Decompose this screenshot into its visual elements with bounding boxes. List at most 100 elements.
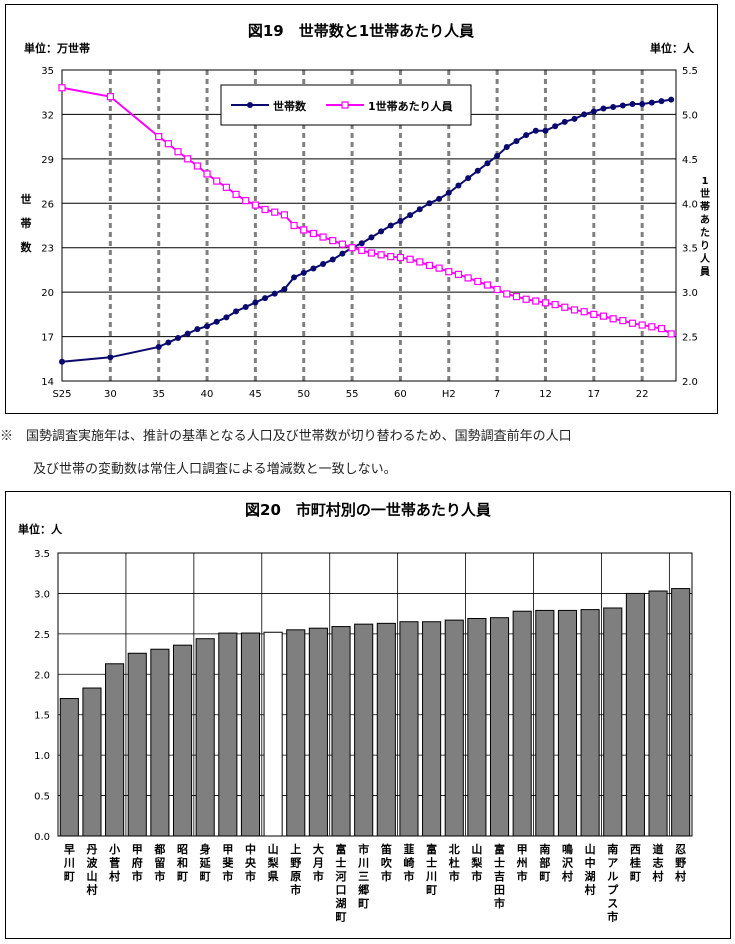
x-category-char: 北 — [449, 842, 460, 856]
series-2-point — [319, 233, 327, 241]
right-y-tick-label: 2.0 — [682, 377, 698, 388]
series-2-point — [667, 330, 675, 338]
x-category-char: 部 — [539, 856, 550, 870]
series-2-point — [590, 310, 598, 318]
series-2-point — [300, 226, 308, 234]
series-2-point — [213, 177, 221, 185]
series-2-point — [609, 315, 617, 323]
x-category-char: 川 — [357, 857, 369, 870]
x-category-char: 河 — [336, 869, 347, 883]
y-tick-label: 0.0 — [34, 832, 50, 843]
bar — [354, 623, 374, 837]
series-2-point — [251, 201, 259, 209]
chart-20-panel: 図20 市町村別の一世帯あたり人員 単位：人 0.0 0.5 1.0 1.5 2.0 2.5 3… — [5, 491, 731, 939]
x-category-char: 菅 — [109, 856, 120, 870]
series-1-point — [590, 108, 597, 115]
series-2-point — [280, 211, 288, 219]
left-y-tick-label: 23 — [41, 244, 54, 255]
series-1-point — [668, 96, 675, 103]
x-category-char: 富 — [426, 842, 437, 856]
x-category-char: 大 — [313, 842, 324, 856]
x-category-char: 延 — [199, 856, 212, 870]
legend-label-2: 1世帯あたり人員 — [368, 99, 453, 113]
legend-marker-2 — [341, 101, 349, 109]
series-2-point — [203, 170, 211, 178]
x-category-char: 府 — [132, 856, 143, 870]
series-1-point — [175, 335, 182, 342]
series-line-1 — [61, 98, 672, 363]
series-1-point — [387, 222, 394, 229]
series-2-point — [425, 261, 434, 270]
series-2-point — [599, 312, 608, 320]
series-2-point — [309, 229, 318, 238]
x-category-char: プ — [607, 883, 619, 897]
x-category-char: 野 — [675, 857, 686, 870]
footnote-line-1: ※ 国勢調査実施年は、推計の基準となる人口及び世帯数が切り替わるため、国勢調査前… — [0, 429, 572, 444]
series-2-point — [532, 297, 540, 305]
x-tick-label: S25 — [52, 389, 71, 400]
series-2-point — [522, 295, 530, 303]
series-2-point — [358, 246, 366, 254]
series-1-point — [329, 256, 336, 263]
left-y-tick-label: 32 — [41, 110, 54, 121]
series-2-point — [551, 300, 559, 309]
x-category-char: 小 — [108, 842, 120, 856]
series-1-point — [513, 138, 520, 145]
series-2-point — [648, 323, 656, 331]
series-1-point — [639, 101, 646, 108]
footnote-line-2: 及び世帯の変動数は常住人口調査による増減数と一致しない。 — [33, 462, 397, 477]
right-y-tick-label: 4.0 — [682, 199, 698, 210]
x-category-char: 野 — [290, 857, 301, 870]
bar — [512, 610, 532, 837]
left-y-tick-label: 14 — [41, 377, 54, 388]
x-tick-label: 17 — [587, 389, 600, 400]
series-2-point — [464, 274, 472, 282]
bar — [218, 632, 238, 837]
x-category-char: 町 — [200, 870, 211, 883]
x-category-char: 甲 — [132, 843, 143, 856]
series-1-point — [658, 98, 665, 105]
series-1-point — [252, 299, 259, 306]
x-category-char: 湖 — [336, 896, 347, 910]
x-category-char: 市 — [381, 869, 392, 883]
x-category-char: 市 — [471, 869, 482, 883]
x-tick-label: 40 — [201, 389, 214, 400]
series-2-point — [445, 268, 453, 276]
x-category-char: 州 — [516, 857, 528, 870]
right-y-tick-label: 4.5 — [682, 155, 698, 166]
x-category-char: 山 — [268, 842, 279, 856]
series-1-point — [619, 102, 626, 109]
plot-area — [61, 69, 677, 382]
series-2-point — [619, 316, 627, 325]
x-category-char: ス — [607, 897, 618, 910]
x-category-char: 梨 — [470, 856, 483, 870]
series-1-point — [600, 105, 607, 112]
bar — [580, 609, 600, 837]
series-1-point — [474, 167, 481, 174]
x-category-char: 波 — [86, 856, 98, 870]
series-2-point — [222, 183, 230, 191]
bar — [240, 632, 261, 837]
x-category-char: 笛 — [380, 842, 392, 856]
x-category-char: 斐 — [222, 856, 233, 870]
x-category-char: 町 — [426, 884, 437, 897]
x-category-char: 村 — [585, 883, 596, 897]
y-tick-label: 3.0 — [34, 589, 50, 600]
bar — [557, 609, 578, 837]
chart-19-title: 図19 世帯数と1世帯あたり人員 — [248, 22, 474, 40]
x-category-char: 山 — [86, 869, 97, 883]
series-1-point — [397, 218, 404, 225]
series-1-point — [155, 343, 162, 350]
series-1-point — [165, 339, 172, 346]
series-1-point — [455, 182, 462, 189]
x-category-char: 道 — [653, 842, 664, 856]
x-category-char: 町 — [630, 870, 641, 883]
x-category-char: 市 — [358, 842, 369, 856]
series-2-point — [164, 140, 172, 148]
x-category-char: 富 — [494, 842, 505, 856]
bar — [286, 629, 306, 837]
right-y-tick-label: 3.0 — [682, 288, 698, 299]
x-tick-label: 35 — [152, 389, 165, 400]
bar — [195, 638, 215, 837]
